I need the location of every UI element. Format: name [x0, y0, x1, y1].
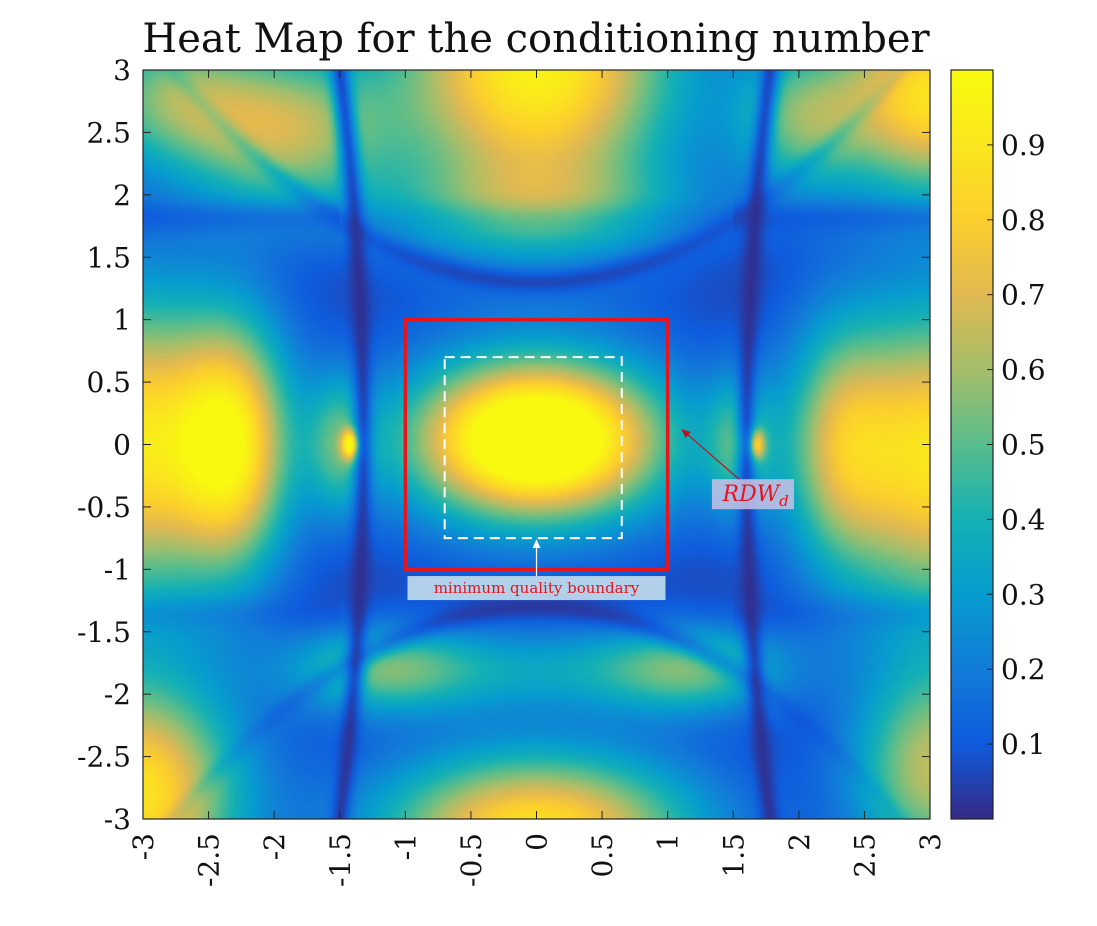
y-tick-label: 1.5: [86, 241, 131, 274]
y-tick-label: 3: [113, 54, 131, 87]
y-tick-label: -3: [104, 803, 131, 836]
annotation-label-box: [711, 479, 794, 510]
y-tick-label: -1: [104, 553, 131, 586]
colorbar-tick-label: 0.4: [1001, 503, 1046, 536]
x-tick-label: 2: [783, 833, 816, 851]
x-tick-label: -3: [127, 833, 160, 860]
x-axis: -3 -2.5 -2 -1.5 -1 -0.5 0 0.5 1 1.5 2 2.5 3: [127, 70, 947, 887]
colorbar-tick-label: 0.2: [1001, 653, 1046, 686]
y-tick-label: 0.5: [86, 366, 131, 399]
annotation-label-subscript: d: [779, 492, 789, 510]
annotation-1: minimum quality boundary: [407, 539, 666, 601]
colorbar-tick-label: 0.8: [1001, 204, 1046, 237]
colorbar-tick-label: 0.7: [1001, 279, 1046, 312]
x-tick-label: 1: [652, 833, 685, 851]
region-1: [443, 356, 623, 540]
y-tick-label: -1.5: [77, 616, 131, 649]
x-tick-label: 2.5: [848, 833, 881, 878]
colorbar-tick-label: 0.6: [1001, 354, 1046, 387]
x-tick-label: 1.5: [717, 833, 750, 878]
heatmap-image: [143, 70, 930, 819]
y-axis: 3 2.5 2 1.5 1 0.5 0 -0.5 -1 -1.5 -2 -2.5 -3: [77, 54, 930, 836]
x-tick-label: -1.5: [324, 833, 357, 887]
annotation-layer: RDW d minimum quality boundary: [407, 429, 794, 601]
colorbar-image: [951, 70, 993, 819]
colorbar-tick-label: 0.3: [1001, 578, 1046, 611]
annotation-label-rdw: RDW: [722, 482, 782, 507]
colorbar-tick-label: 0.5: [1001, 429, 1046, 462]
y-tick-label: -2: [104, 678, 131, 711]
x-tick-label: -0.5: [455, 833, 488, 887]
annotation-label-box: [407, 576, 666, 601]
annotation-arrow: [681, 429, 740, 480]
y-tick-label: -0.5: [77, 491, 131, 524]
y-tick-label: -2.5: [77, 741, 131, 774]
colorbar-tick-label: 0.9: [1001, 129, 1046, 162]
x-tick-label: -1: [389, 833, 422, 860]
colorbar-axis: 0.1 0.2 0.3 0.4 0.5 0.6 0.7 0.8 0.9: [987, 129, 1046, 761]
x-tick-label: -2: [258, 833, 291, 860]
x-tick-label: 0.5: [586, 833, 619, 878]
x-tick-label: -2.5: [193, 833, 226, 887]
annotation-0: RDW d: [681, 429, 794, 510]
x-tick-label: 0: [521, 833, 554, 851]
annotation-label-min-quality: minimum quality boundary: [434, 579, 640, 597]
y-tick-label: 0: [113, 429, 131, 462]
colorbar-tick-label: 0.1: [1001, 728, 1046, 761]
chart-title: Heat Map for the conditioning number: [142, 16, 930, 62]
y-tick-label: 1: [113, 304, 131, 337]
y-tick-label: 2: [113, 179, 131, 212]
x-tick-label: 3: [914, 833, 947, 851]
y-tick-label: 2.5: [86, 116, 131, 149]
